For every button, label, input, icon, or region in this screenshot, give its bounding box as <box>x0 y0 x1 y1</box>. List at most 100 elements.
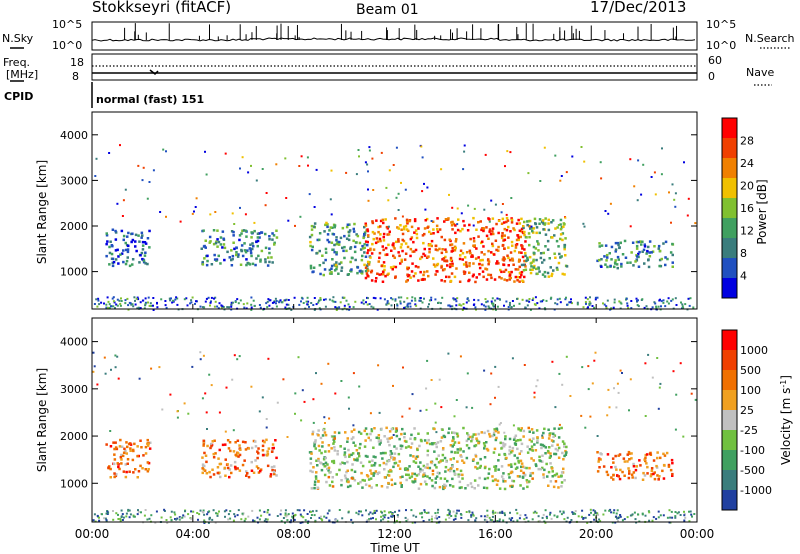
range-cell <box>508 437 512 441</box>
range-cell <box>209 446 212 450</box>
ground-cell <box>375 518 377 521</box>
range-cell <box>394 461 398 465</box>
ground-cell <box>243 306 246 309</box>
ground-cell <box>390 297 393 300</box>
ground-cell <box>593 518 596 521</box>
range-cell <box>485 447 489 451</box>
ground-cell <box>562 510 565 513</box>
range-cell <box>142 259 146 262</box>
range-cell <box>373 464 376 467</box>
range-cell <box>564 449 567 453</box>
range-cell <box>211 468 214 471</box>
ground-cell <box>380 519 382 522</box>
range-cell <box>212 473 216 476</box>
ground-cell <box>550 517 553 520</box>
sparse-cell <box>426 186 429 189</box>
ground-cell <box>256 516 259 519</box>
range-cell <box>241 440 245 444</box>
range-cell <box>318 249 321 253</box>
range-cell <box>126 445 129 449</box>
range-cell <box>140 231 144 235</box>
range-cell <box>202 444 205 447</box>
range-cell <box>323 230 326 233</box>
ground-cell <box>452 297 455 300</box>
range-cell <box>327 475 331 479</box>
ground-cell <box>228 306 230 309</box>
range-cell <box>317 444 321 448</box>
range-cell <box>436 471 440 475</box>
range-cell <box>346 460 349 464</box>
range-cell <box>131 448 135 452</box>
range-cell <box>378 251 382 255</box>
sparse-cell <box>202 354 205 357</box>
range-cell <box>551 236 554 239</box>
range-cell <box>620 265 623 268</box>
range-cell <box>390 452 394 455</box>
range-cell <box>315 252 318 255</box>
range-cell <box>221 246 224 249</box>
ground-cell <box>491 297 494 300</box>
ground-cell <box>209 516 211 519</box>
sparse-cell <box>124 188 127 191</box>
ground-cell <box>185 297 188 300</box>
range-cell <box>117 262 120 265</box>
range-cell <box>139 439 142 442</box>
range-cell <box>617 243 620 247</box>
range-cell <box>413 250 416 253</box>
sparse-cell <box>92 351 95 354</box>
ground-cell <box>537 515 540 518</box>
ground-cell <box>584 516 587 519</box>
range-cell <box>390 427 394 431</box>
range-cell <box>378 471 381 474</box>
range-cell <box>341 461 344 464</box>
ground-cell <box>558 297 561 300</box>
range-cell <box>380 264 383 268</box>
range-cell <box>666 257 669 261</box>
range-cell <box>411 250 414 253</box>
ground-cell <box>341 517 344 520</box>
sparse-cell <box>608 406 611 409</box>
range-cell <box>415 236 419 240</box>
range-cell <box>541 261 544 264</box>
range-cell <box>374 470 378 473</box>
range-cell <box>354 241 358 244</box>
range-cell <box>618 477 622 481</box>
range-cell <box>419 270 422 274</box>
range-cell <box>314 477 318 480</box>
range-cell <box>447 431 450 435</box>
ground-cell <box>245 307 248 310</box>
range-cell <box>379 439 383 442</box>
range-cell <box>226 466 230 470</box>
range-cell <box>648 251 651 254</box>
range-cell <box>423 439 427 442</box>
range-cell <box>345 249 348 253</box>
range-cell <box>530 457 533 460</box>
range-cell <box>462 263 466 266</box>
range-cell <box>356 266 360 269</box>
range-cell <box>310 452 313 455</box>
ground-cell <box>542 513 545 516</box>
range-cell <box>221 443 225 447</box>
range-cell <box>536 272 539 275</box>
range-cell <box>455 267 458 270</box>
ground-cell <box>335 519 337 522</box>
range-cell <box>256 236 260 239</box>
sparse-cell <box>435 431 438 434</box>
sparse-cell <box>535 385 538 388</box>
sparse-cell <box>583 225 586 228</box>
range-cell <box>521 230 525 234</box>
sparse-cell <box>609 202 612 205</box>
ground-cell <box>284 509 287 512</box>
range-cell <box>552 432 555 435</box>
range-cell <box>310 224 314 228</box>
ground-cell <box>212 509 215 512</box>
ground-cell <box>491 302 493 305</box>
range-cell <box>366 260 370 264</box>
range-cell <box>483 477 487 481</box>
range-cell <box>513 228 516 232</box>
range-cell <box>551 444 554 447</box>
range-cell <box>134 468 137 471</box>
ground-cell <box>301 297 304 300</box>
range-cell <box>404 468 407 471</box>
ground-cell <box>119 302 122 305</box>
